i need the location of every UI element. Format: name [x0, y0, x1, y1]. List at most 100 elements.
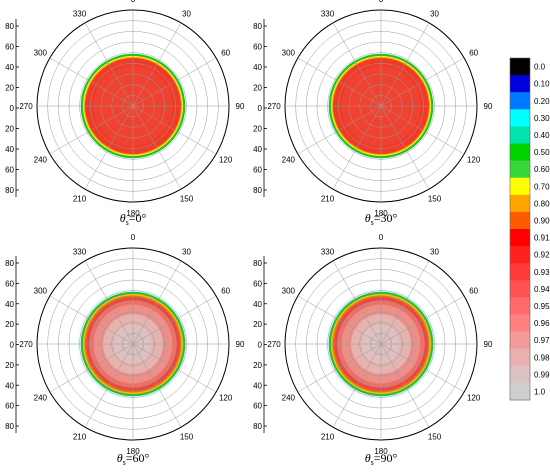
grid-spoke	[297, 105, 382, 155]
angle-tick-label: 180	[126, 209, 140, 218]
grid-spoke	[49, 343, 134, 393]
colorbar-label: 0.60	[534, 165, 550, 174]
grid-spoke	[132, 105, 182, 190]
caption-symbol: θ	[117, 451, 123, 465]
angle-tick-label: 0	[131, 0, 136, 4]
angle-tick-label: 90	[484, 102, 493, 111]
caption-value: =60°	[126, 451, 150, 465]
radial-tick-label: 0	[258, 104, 263, 113]
panel-caption: θs=0°	[120, 211, 147, 227]
angle-tick-label: 270	[267, 102, 281, 111]
colorbar-label: 0.70	[534, 182, 550, 191]
panel-caption: θs=90°	[365, 451, 398, 467]
angle-tick-label: 30	[430, 9, 439, 18]
colorbar-label: 1.0	[534, 387, 546, 396]
angle-tick-label: 330	[321, 9, 335, 18]
angle-tick-label: 150	[428, 433, 442, 442]
colorbar-swatch	[510, 75, 530, 93]
angle-tick-label: 210	[73, 195, 87, 204]
grid-spoke	[84, 105, 134, 190]
angle-tick-label: 300	[282, 287, 296, 296]
radial-tick-label: 60	[5, 166, 14, 175]
grid-spoke	[332, 105, 382, 190]
caption-symbol: θ	[120, 211, 126, 225]
caption-value: =30°	[374, 211, 398, 225]
angle-tick-label: 60	[469, 287, 478, 296]
angle-tick-label: 240	[282, 156, 296, 165]
colorbar-label: 0.94	[534, 285, 550, 294]
angle-tick-label: 90	[484, 340, 493, 349]
angle-tick-label: 60	[469, 49, 478, 58]
radial-tick-label: 20	[253, 361, 262, 370]
polar-panel-1: 0 30 60 90 120 150 180 210 240 270 300 330 80 60 40 20 0…	[5, 0, 245, 227]
radial-tick-label: 60	[253, 402, 262, 411]
caption-symbol: θ	[365, 211, 371, 225]
colorbar-label: 0.98	[534, 353, 550, 362]
grid-spoke	[380, 105, 465, 155]
radial-tick-label: 80	[253, 186, 262, 195]
angle-tick-label: 90	[236, 102, 245, 111]
angle-tick-label: 330	[73, 9, 87, 18]
angle-tick-label: 30	[430, 247, 439, 256]
grid-spoke	[380, 295, 465, 345]
grid-spoke	[380, 22, 430, 107]
angle-tick-label: 150	[180, 433, 194, 442]
angle-tick-label: 180	[374, 209, 388, 218]
colorbar-label: 0.92	[534, 251, 550, 260]
radial-tick-label: 80	[253, 422, 262, 431]
grid-spoke	[332, 260, 382, 345]
radial-tick-label: 20	[5, 361, 14, 370]
colorbar-swatch	[510, 365, 530, 384]
colorbar-label: 0.20	[534, 97, 550, 106]
grid-spoke	[380, 343, 465, 393]
angle-tick-label: 150	[428, 195, 442, 204]
colorbar-swatch	[510, 297, 530, 315]
radial-tick-label: 40	[5, 300, 14, 309]
radial-tick-label: 20	[5, 84, 14, 93]
grid-spoke	[297, 295, 382, 345]
angle-tick-label: 330	[321, 247, 335, 256]
caption-subscript: s	[123, 458, 126, 467]
colorbar-frame	[509, 57, 531, 401]
colorbar-label: 0.95	[534, 302, 550, 311]
colorbar-swatch	[510, 331, 530, 350]
grid-spoke	[380, 105, 430, 190]
angle-tick-label: 60	[221, 287, 230, 296]
radial-tick-label: 80	[253, 259, 262, 268]
angle-tick-label: 270	[267, 340, 281, 349]
colorbar: 0.0 0.10 0.20 0.30 0.40 0.50 0.60 0.70 0.80 0.90 0…	[509, 57, 550, 401]
colorbar-label: 0.10	[534, 80, 550, 89]
colorbar-label: 0.0	[534, 63, 546, 72]
radial-tick-label: 40	[5, 381, 14, 390]
angle-tick-label: 210	[73, 433, 87, 442]
colorbar-swatch	[510, 211, 530, 230]
angle-tick-label: 120	[467, 394, 481, 403]
angle-tick-label: 0	[131, 233, 136, 242]
colorbar-label: 0.96	[534, 319, 550, 328]
caption-value: =0°	[129, 211, 147, 225]
angle-tick-label: 240	[282, 394, 296, 403]
radial-tick-label: 40	[253, 381, 262, 390]
radial-tick-label: 80	[5, 259, 14, 268]
radial-tick-label: 0	[258, 341, 263, 350]
grid-spoke	[297, 343, 382, 393]
radial-tick-label: 40	[5, 145, 14, 154]
angle-tick-label: 90	[236, 340, 245, 349]
radial-tick-label: 80	[5, 22, 14, 31]
angle-tick-label: 0	[379, 0, 384, 4]
caption-value: =90°	[374, 451, 398, 465]
radial-tick-label: 0	[10, 341, 15, 350]
colorbar-label: 0.40	[534, 131, 550, 140]
colorbar-swatch	[510, 263, 530, 281]
radial-tick-label: 40	[5, 63, 14, 72]
angle-tick-label: 30	[182, 9, 191, 18]
grid-spoke	[332, 22, 382, 107]
colorbar-label: 0.80	[534, 199, 550, 208]
angle-tick-label: 270	[19, 340, 33, 349]
radial-tick-label: 40	[253, 300, 262, 309]
radial-tick-label: 20	[5, 125, 14, 134]
caption-subscript: s	[126, 218, 129, 227]
grid-spoke	[380, 260, 430, 345]
colorbar-swatch	[510, 177, 530, 196]
colorbar-label: 0.50	[534, 148, 550, 157]
